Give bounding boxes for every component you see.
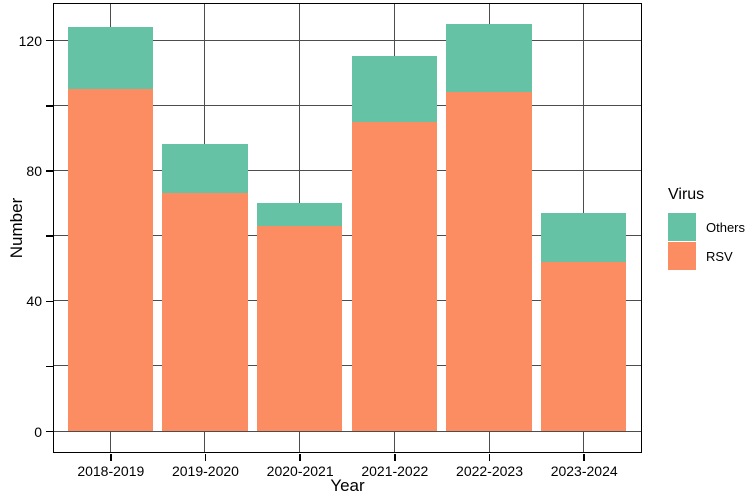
- x-tick-label: 2023-2024: [550, 463, 618, 479]
- legend: Virus Others RSV: [668, 186, 745, 271]
- bar-segment-others: [446, 23, 532, 93]
- legend-item-label: Others: [706, 219, 746, 235]
- y-tick-mark: [45, 365, 53, 368]
- y-tick-label: 80: [26, 162, 42, 179]
- y-tick-mark: [45, 235, 53, 237]
- y-axis-title: Number: [7, 197, 26, 259]
- x-tick-label: 2018-2019: [77, 463, 145, 479]
- x-tick-mark: [299, 453, 301, 461]
- bar-segment-rsv: [162, 193, 248, 432]
- bar-segment-others: [541, 212, 627, 262]
- y-tick-label: 0: [34, 423, 42, 440]
- horizontal-gridline: [53, 365, 641, 367]
- y-tick-label: 120: [18, 32, 42, 49]
- y-tick-label: 40: [26, 293, 42, 310]
- bar-segment-rsv: [541, 261, 627, 432]
- bar-segment-others: [257, 203, 343, 226]
- y-tick-mark: [45, 39, 53, 42]
- x-tick-label: 2019-2020: [171, 463, 239, 479]
- x-tick-label: 2022-2023: [456, 463, 523, 479]
- horizontal-gridline: [53, 430, 641, 432]
- legend-items: Others RSV: [668, 213, 745, 270]
- x-tick-mark: [583, 453, 585, 461]
- horizontal-gridline: [53, 235, 641, 237]
- bar-segment-rsv: [67, 89, 153, 432]
- x-tick-mark: [488, 453, 491, 461]
- legend-swatch-rsv: [668, 242, 696, 270]
- x-tick-mark: [394, 453, 396, 461]
- horizontal-gridline: [53, 39, 641, 41]
- horizontal-gridline: [53, 169, 641, 171]
- bar-segment-others: [162, 144, 248, 194]
- bar-segment-rsv: [446, 92, 532, 432]
- x-tick-label: 2021-2022: [361, 463, 429, 479]
- legend-item-rsv: RSV: [668, 242, 745, 270]
- x-axis-title: Year: [330, 476, 365, 495]
- horizontal-gridline: [53, 104, 641, 106]
- x-tick-mark: [204, 453, 207, 461]
- y-tick-mark: [45, 170, 53, 172]
- x-tick-label: 2020-2021: [266, 463, 334, 479]
- bar-segment-others: [351, 56, 437, 122]
- x-tick-mark: [110, 453, 112, 461]
- legend-item-label: RSV: [706, 248, 733, 264]
- bar-segment-others: [67, 27, 153, 89]
- y-tick-mark: [45, 300, 53, 303]
- legend-swatch-others: [668, 213, 696, 241]
- plot-panel: [52, 2, 642, 453]
- y-tick-mark: [45, 430, 53, 433]
- legend-title: Virus: [668, 186, 705, 203]
- legend-item-others: Others: [668, 213, 745, 241]
- horizontal-gridline: [53, 300, 641, 302]
- bar-segment-rsv: [351, 121, 437, 432]
- y-tick-mark: [45, 105, 53, 107]
- bar-segment-rsv: [257, 225, 343, 432]
